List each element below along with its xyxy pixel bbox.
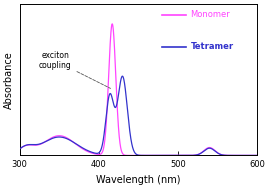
Text: exciton
coupling: exciton coupling: [39, 51, 111, 88]
Text: Monomer: Monomer: [190, 10, 230, 19]
Text: Tetramer: Tetramer: [190, 42, 233, 51]
X-axis label: Wavelength (nm): Wavelength (nm): [96, 175, 180, 185]
Y-axis label: Absorbance: Absorbance: [4, 51, 14, 109]
